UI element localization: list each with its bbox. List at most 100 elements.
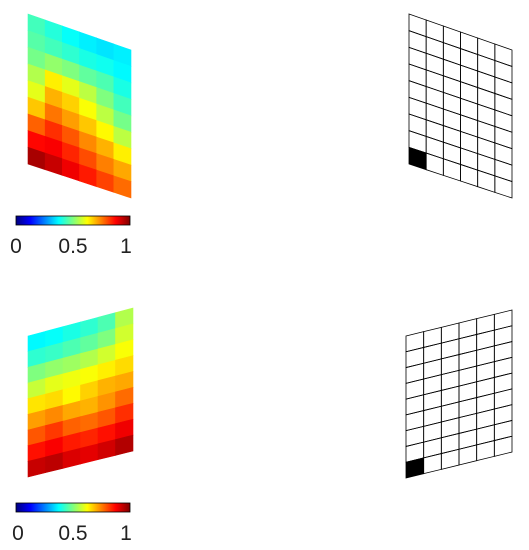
grid-cell bbox=[423, 342, 442, 364]
grid-cell bbox=[476, 361, 495, 383]
grid-cell bbox=[423, 358, 442, 380]
grid-cell bbox=[408, 30, 427, 54]
grid-cell bbox=[458, 381, 478, 403]
grid-cell bbox=[425, 102, 444, 127]
colorbar-top-tick-max: 1 bbox=[120, 235, 132, 258]
grid-cell bbox=[423, 326, 442, 348]
grid-cell bbox=[494, 125, 513, 150]
grid-cell bbox=[405, 394, 425, 416]
grid-cell bbox=[494, 109, 513, 133]
grid-cell bbox=[460, 81, 479, 105]
grid-cell bbox=[476, 345, 495, 367]
grid-cell bbox=[408, 46, 427, 71]
grid-cell bbox=[476, 329, 495, 351]
grid-cell bbox=[460, 130, 479, 155]
grid-cell bbox=[442, 91, 461, 116]
grid-cell bbox=[476, 376, 495, 399]
grid-cell bbox=[493, 309, 513, 331]
grid-cell bbox=[476, 392, 495, 414]
grid-cell bbox=[458, 349, 478, 371]
colorbar-top: 0 0.5 1 bbox=[10, 215, 132, 258]
grid-cell bbox=[440, 322, 460, 344]
grid-cell bbox=[442, 158, 461, 182]
grid-cell bbox=[440, 354, 460, 376]
grid-cell bbox=[440, 417, 460, 439]
heatmap-cell bbox=[113, 175, 132, 199]
grid-cell bbox=[493, 341, 513, 363]
grid-cell bbox=[477, 169, 496, 193]
grid-cell bbox=[405, 425, 425, 447]
grid-cell-highlighted bbox=[408, 146, 427, 171]
grid-cell bbox=[460, 114, 479, 138]
grid-cell bbox=[405, 378, 425, 400]
grid-cell bbox=[423, 389, 442, 412]
colorbar-bottom-tick-mid: 0.5 bbox=[58, 522, 87, 545]
grid-cell bbox=[460, 147, 479, 171]
grid-cell bbox=[494, 142, 513, 166]
grid-cell bbox=[405, 331, 425, 353]
grid-cell bbox=[458, 428, 478, 450]
grid-cell bbox=[460, 97, 479, 122]
grid-cell bbox=[440, 338, 460, 360]
grid-cell bbox=[477, 87, 496, 111]
grid-cell bbox=[405, 362, 425, 384]
colorbar-bottom-tick-min: 0 bbox=[12, 522, 24, 545]
colorbar-bottom-bar bbox=[15, 502, 131, 513]
grid-cell bbox=[476, 440, 495, 462]
grid-cell bbox=[458, 444, 478, 466]
grid-cell bbox=[458, 412, 478, 434]
grid-cell bbox=[425, 119, 444, 143]
heatmap-bottom bbox=[27, 307, 134, 478]
grid-cell bbox=[408, 113, 427, 137]
grid-cell bbox=[458, 397, 478, 419]
grid-cell bbox=[493, 356, 513, 378]
grid-cell bbox=[477, 103, 496, 127]
grid-cell bbox=[493, 325, 513, 347]
colorbar-bottom-tick-max: 1 bbox=[120, 522, 132, 545]
grid-cell bbox=[423, 421, 442, 443]
grid-cell bbox=[493, 388, 513, 410]
grid-cell bbox=[425, 152, 444, 176]
grid-cell bbox=[423, 374, 442, 396]
grid-cell bbox=[458, 318, 478, 340]
grid-cell bbox=[408, 63, 427, 88]
grid-cell bbox=[476, 313, 495, 335]
colorbar-top-tick-min: 0 bbox=[10, 235, 22, 258]
grid-cell bbox=[440, 432, 460, 455]
colorbar-bottom: 0 0.5 1 bbox=[12, 502, 132, 545]
grid-cell bbox=[493, 372, 513, 394]
grid-cell bbox=[458, 365, 478, 387]
colorbar-top-tick-mid: 0.5 bbox=[58, 235, 87, 258]
heatmap-cell bbox=[115, 434, 134, 456]
heatmap-top bbox=[27, 13, 132, 199]
grid-cell bbox=[494, 158, 513, 183]
grid-cell bbox=[494, 175, 513, 199]
grid-cell bbox=[423, 437, 442, 459]
grid-cell bbox=[494, 92, 513, 117]
grid-cell bbox=[405, 410, 425, 432]
grid-cell bbox=[405, 346, 425, 369]
grid-cell bbox=[442, 141, 461, 165]
grid-cell bbox=[442, 125, 461, 149]
grid-cell bbox=[408, 96, 427, 121]
grid-cell bbox=[423, 405, 442, 427]
grid-cell bbox=[440, 448, 460, 470]
grid-cell bbox=[442, 108, 461, 132]
grid-cell bbox=[477, 120, 496, 144]
grid-cell bbox=[425, 52, 444, 77]
grid-cell bbox=[460, 163, 479, 188]
grid-cell bbox=[493, 419, 513, 442]
grid-cell bbox=[442, 58, 461, 83]
grid-cell bbox=[477, 153, 496, 177]
grid-cell bbox=[440, 385, 460, 407]
grid-cell-highlighted bbox=[405, 457, 425, 479]
grid-cell bbox=[440, 401, 460, 423]
grid-mesh-top bbox=[408, 13, 513, 199]
grid-cell bbox=[425, 135, 444, 160]
grid-cell bbox=[477, 136, 496, 160]
grid-cell bbox=[442, 75, 461, 99]
grid-cell bbox=[476, 408, 495, 430]
grid-cell bbox=[476, 424, 495, 446]
grid-cell bbox=[425, 69, 444, 93]
